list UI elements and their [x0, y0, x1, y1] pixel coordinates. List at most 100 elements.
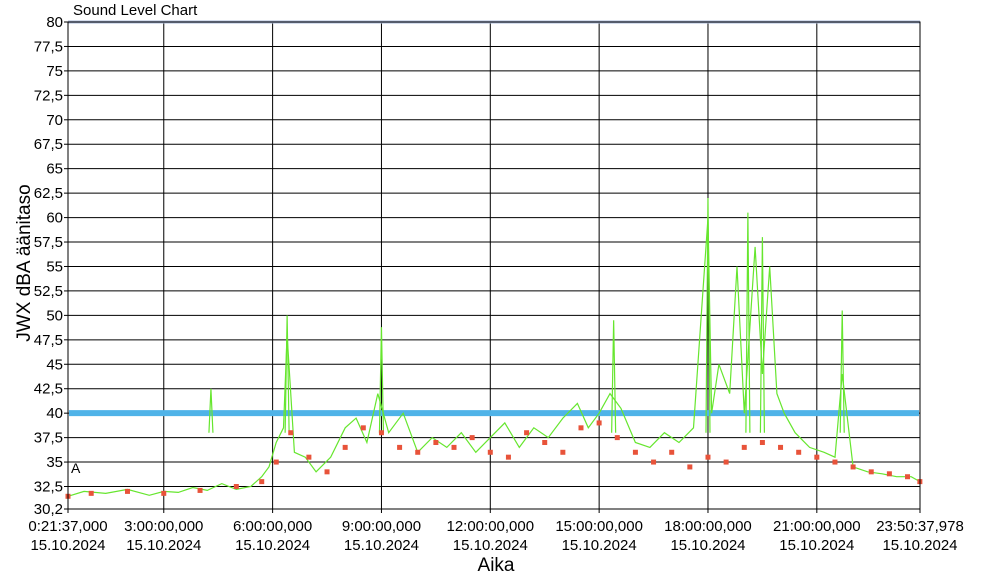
y-axis-ticks: 30,2 32,5 35 37,5 40 42,5 45 47,5 50 52,5 55 57,5 60… [34, 14, 68, 518]
level-line [67, 217, 921, 497]
level-peak [378, 327, 385, 433]
x-axis-label: Aika [477, 555, 515, 576]
x-tick-label: 0:21:37,000 [28, 518, 107, 535]
y-tick-label: 30,2 [34, 501, 63, 518]
level-marker [850, 464, 856, 470]
level-peak [611, 320, 617, 433]
level-marker [451, 444, 457, 450]
level-marker [161, 490, 167, 496]
level-marker [905, 474, 911, 480]
y-tick-label: 75 [46, 63, 63, 80]
y-tick-label: 47,5 [34, 332, 63, 349]
x-tick-label: 23:50:37,978 [876, 518, 964, 535]
level-marker [288, 430, 294, 436]
level-marker [886, 471, 892, 477]
level-marker [560, 449, 566, 455]
level-marker [814, 454, 820, 460]
y-tick-label: 77,5 [34, 38, 63, 55]
y-tick-label: 35 [46, 454, 63, 471]
level-marker [259, 479, 265, 485]
level-marker [868, 469, 874, 475]
level-marker [233, 484, 239, 490]
x-tick-label: 21:00:00,000 [773, 518, 861, 535]
level-marker [596, 420, 602, 426]
y-tick-label: 55 [46, 258, 63, 275]
level-marker [306, 454, 312, 460]
level-marker [796, 449, 802, 455]
level-marker [705, 454, 711, 460]
y-tick-label: 52,5 [34, 283, 63, 300]
y-tick-label: 65 [46, 161, 63, 178]
x-tick-label: 9:00:00,000 [342, 518, 421, 535]
x-tick-date-label: 15.10.2024 [126, 537, 201, 554]
y-axis-label-text: JWX dBA äänitaso [14, 184, 35, 342]
level-marker [88, 490, 94, 496]
level-marker [378, 430, 384, 436]
level-peak [839, 310, 845, 433]
level-marker [832, 459, 838, 465]
x-tick-date-label: 15.10.2024 [453, 537, 528, 554]
level-marker [469, 435, 475, 441]
y-tick-label: 42,5 [34, 381, 63, 398]
x-tick-date-label: 15.10.2024 [562, 537, 637, 554]
level-peak [759, 237, 766, 433]
x-tick-label: 6:00:00,000 [233, 518, 312, 535]
y-tick-label: 67,5 [34, 136, 63, 153]
grid [67, 21, 921, 510]
level-marker [542, 440, 548, 446]
level-marker [741, 444, 747, 450]
level-marker [651, 459, 657, 465]
level-marker [505, 454, 511, 460]
x-tick-date-label: 15.10.2024 [235, 537, 310, 554]
level-marker [324, 469, 330, 475]
x-tick-label: 12:00:00,000 [446, 518, 534, 535]
x-axis-ticks: 0:21:37,000 15.10.2024 3:00:00,000 15.10.20… [28, 509, 964, 554]
level-marker [632, 449, 638, 455]
y-tick-label: 45 [46, 356, 63, 373]
chart-title: Sound Level Chart [73, 2, 198, 19]
level-marker [397, 444, 403, 450]
level-marker [342, 444, 348, 450]
level-marker [415, 449, 421, 455]
y-tick-label: 32,5 [34, 479, 63, 496]
x-tick-date-label: 15.10.2024 [30, 537, 105, 554]
x-tick-label: 18:00:00,000 [664, 518, 752, 535]
level-marker [360, 425, 366, 431]
y-tick-label: 62,5 [34, 185, 63, 202]
level-marker [197, 487, 203, 493]
series-layer [65, 198, 923, 499]
y-tick-label: 72,5 [34, 87, 63, 104]
x-tick-label: 15:00:00,000 [555, 518, 643, 535]
level-marker [723, 459, 729, 465]
x-tick-date-label: 15.10.2024 [344, 537, 419, 554]
y-tick-label: 70 [46, 112, 63, 129]
plot-frame [67, 21, 921, 510]
level-marker [524, 430, 530, 436]
level-marker [578, 425, 584, 431]
level-marker [778, 444, 784, 450]
level-peak [284, 315, 290, 433]
x-tick-date-label: 15.10.2024 [779, 537, 854, 554]
level-marker [487, 449, 493, 455]
level-marker [614, 435, 620, 441]
y-tick-label: 37,5 [34, 430, 63, 447]
level-marker [669, 449, 675, 455]
level-marker [759, 440, 765, 446]
y-tick-label: 60 [46, 210, 63, 227]
level-peak [208, 388, 214, 433]
x-tick-label: 3:00:00,000 [124, 518, 203, 535]
y-tick-label: 57,5 [34, 234, 63, 251]
level-peak [745, 212, 751, 433]
y-tick-label: 40 [46, 405, 63, 422]
level-marker [433, 440, 439, 446]
y-tick-label: 50 [46, 307, 63, 324]
x-tick-date-label: 15.10.2024 [882, 537, 957, 554]
level-peak [705, 198, 711, 433]
level-marker [273, 459, 279, 465]
series-marker-label: A [71, 460, 81, 476]
y-tick-label: 80 [46, 14, 63, 31]
level-marker [687, 464, 693, 470]
level-marker [124, 488, 130, 494]
x-tick-date-label: 15.10.2024 [670, 537, 745, 554]
